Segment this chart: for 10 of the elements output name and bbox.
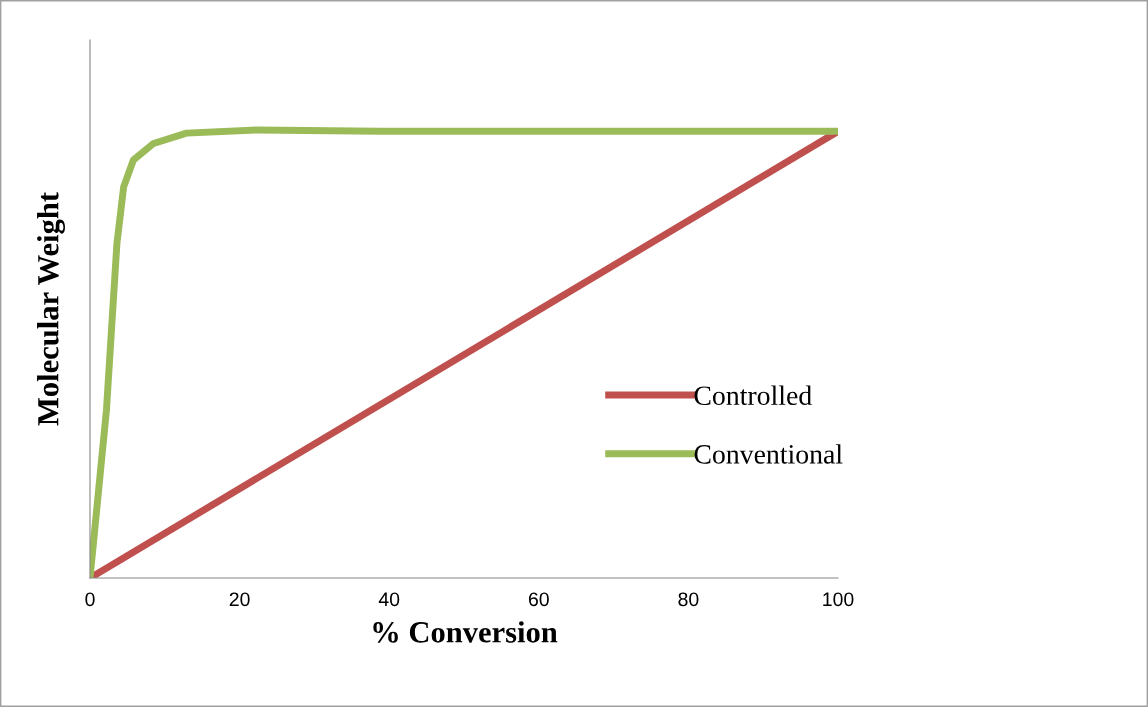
x-tick-label: 0: [85, 592, 95, 607]
x-tick-label: 80: [678, 592, 699, 607]
x-tick-label: 100: [823, 592, 854, 607]
x-tick-label: 40: [378, 592, 400, 607]
x-tick-label: 20: [229, 592, 250, 607]
legend-label: Conventional: [694, 444, 843, 464]
legend-label: Controlled: [694, 385, 812, 406]
x-axis-title: % Conversion: [373, 621, 558, 643]
x-tick-label: 60: [528, 592, 549, 607]
y-axis-title: Molecular Weight: [37, 192, 65, 426]
